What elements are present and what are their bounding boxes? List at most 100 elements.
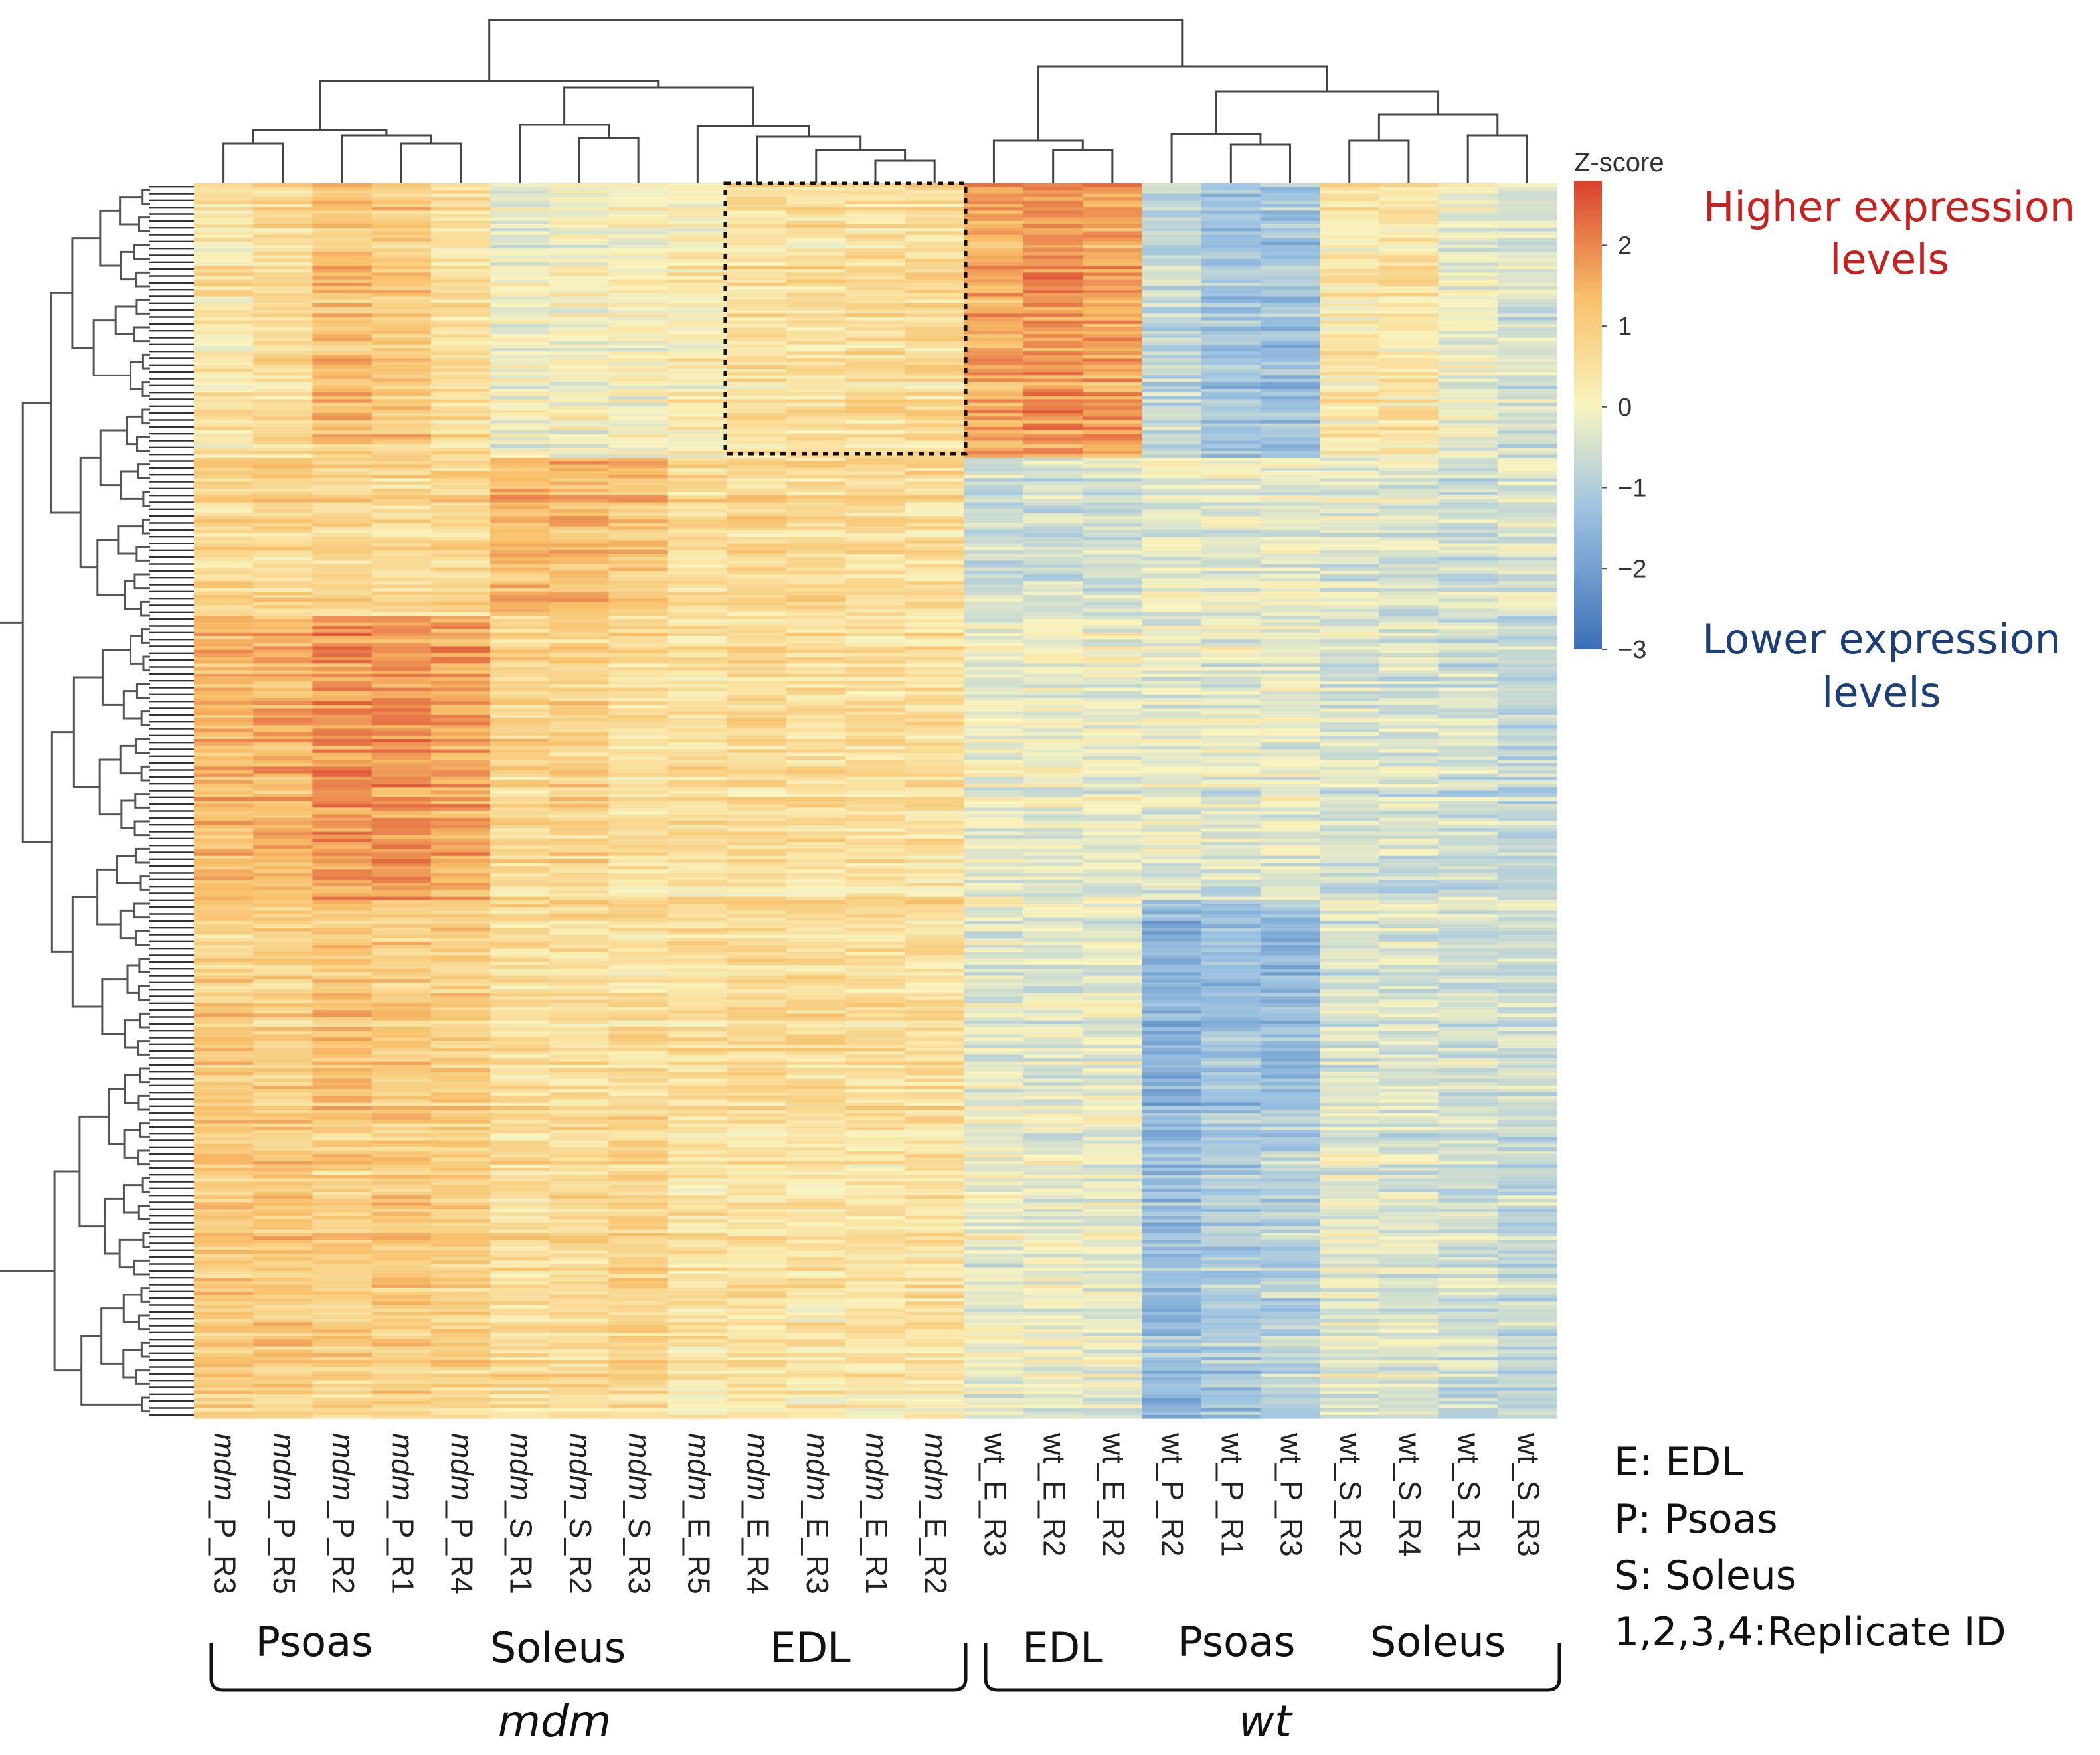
heatmap-cell (490, 1058, 550, 1062)
heatmap-cell (964, 1044, 1024, 1048)
heatmap-cell (371, 430, 432, 434)
heatmap-cell (786, 1096, 846, 1100)
heatmap-cell (253, 1346, 313, 1351)
heatmap-cell (194, 797, 254, 801)
heatmap-cell (430, 1360, 491, 1364)
heatmap-cell (727, 948, 787, 952)
heatmap-cell (194, 701, 254, 705)
heatmap-cell (430, 1202, 491, 1207)
heatmap-cell (549, 533, 610, 537)
heatmap-cell (430, 955, 491, 960)
heatmap-cell (727, 667, 787, 671)
heatmap-cell (430, 784, 491, 788)
heatmap-cell (727, 1329, 787, 1333)
heatmap-cell (608, 691, 669, 695)
heatmap-cell (549, 1205, 610, 1210)
heatmap-cell (786, 272, 846, 277)
heatmap-cell (194, 564, 254, 568)
heatmap-cell (253, 276, 313, 280)
heatmap-cell (845, 317, 906, 321)
heatmap-cell (549, 543, 610, 548)
heatmap-cell (905, 1126, 965, 1131)
heatmap-cell (727, 1308, 787, 1313)
heatmap-cell (312, 537, 373, 541)
heatmap-cell (371, 488, 432, 493)
heatmap-cell (490, 1041, 550, 1045)
heatmap-cell (964, 811, 1024, 815)
heatmap-cell (845, 945, 906, 949)
heatmap-cell (549, 378, 610, 383)
heatmap-cell (964, 1092, 1024, 1096)
heatmap-cell (490, 1082, 550, 1086)
heatmap-cell (845, 570, 906, 575)
heatmap-cell (786, 299, 846, 304)
heatmap-cell (430, 797, 491, 801)
heatmap-cell (430, 643, 491, 647)
heatmap-cell (253, 975, 313, 980)
heatmap-cell (964, 1041, 1024, 1045)
heatmap-cell (253, 653, 313, 657)
heatmap-column-7 (608, 183, 669, 1419)
heatmap-cell (430, 430, 491, 434)
heatmap-cell (905, 529, 965, 534)
heatmap-cell (905, 1192, 965, 1196)
heatmap-cell (194, 794, 254, 798)
heatmap-cell (786, 537, 846, 541)
heatmap-cell (549, 509, 610, 513)
heatmap-cell (430, 1116, 491, 1121)
heatmap-cell (253, 519, 313, 524)
heatmap-cell (786, 1143, 846, 1148)
heatmap-cell (490, 1250, 550, 1254)
heatmap-cell (194, 910, 254, 915)
heatmap-cell (549, 952, 610, 956)
heatmap-cell (845, 893, 906, 898)
heatmap-cell (786, 296, 846, 301)
heatmap-cell (490, 228, 550, 232)
heatmap-column-9 (727, 183, 787, 1419)
heatmap-cell (194, 1202, 254, 1207)
heatmap-cell (371, 1240, 432, 1244)
heatmap-cell (964, 519, 1024, 524)
heatmap-cell (312, 1164, 373, 1169)
heatmap-cell (430, 787, 491, 792)
heatmap-cell (549, 1058, 610, 1062)
heatmap-cell (430, 1236, 491, 1240)
heatmap-cell (608, 1048, 669, 1052)
heatmap-cell (194, 904, 254, 908)
heatmap-cell (727, 385, 787, 390)
heatmap-cell (727, 1120, 787, 1124)
heatmap-cell (905, 1096, 965, 1100)
heatmap-cell (667, 1064, 728, 1069)
heatmap-cell (786, 361, 846, 366)
heatmap-cell (608, 917, 669, 922)
heatmap-cell (845, 1092, 906, 1096)
heatmap-cell (430, 746, 491, 750)
heatmap-cell (430, 581, 491, 586)
heatmap-cell (608, 430, 669, 434)
heatmap-cell (667, 1075, 728, 1080)
heatmap-cell (786, 584, 846, 589)
heatmap-cell (786, 540, 846, 544)
heatmap-cell (667, 879, 728, 884)
heatmap-cell (786, 801, 846, 805)
heatmap-cell (312, 1023, 373, 1028)
heatmap-cell (490, 1185, 550, 1189)
heatmap-cell (786, 276, 846, 280)
heatmap-cell (964, 444, 1024, 448)
heatmap-cell (371, 485, 432, 489)
heatmap-cell (905, 1078, 965, 1083)
heatmap-cell (430, 626, 491, 630)
heatmap-cell (312, 341, 373, 345)
heatmap-cell (786, 1398, 846, 1402)
heatmap-cell (727, 1007, 787, 1011)
heatmap-cell (667, 1380, 728, 1384)
heatmap-cell (905, 859, 965, 863)
heatmap-cell (727, 714, 787, 719)
heatmap-cell (905, 258, 965, 263)
heatmap-cell (253, 334, 313, 339)
heatmap-cell (312, 1167, 373, 1172)
heatmap-cell (964, 605, 1024, 610)
heatmap-cell (845, 296, 906, 301)
heatmap-cell (194, 554, 254, 558)
heatmap-cell (490, 595, 550, 599)
